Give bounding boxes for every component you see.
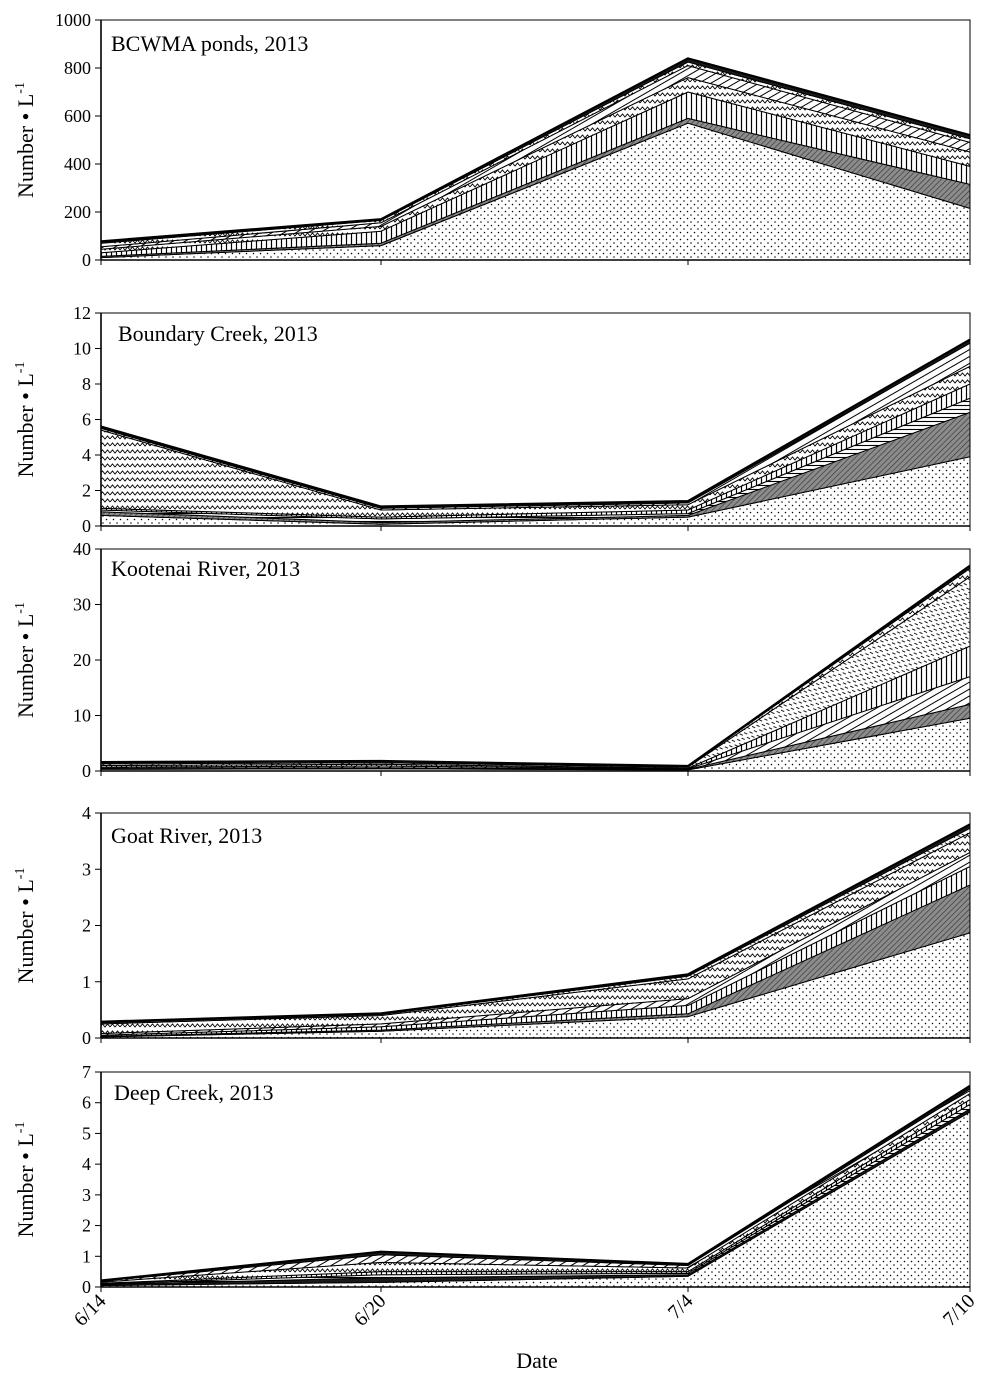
y-axis-label-main: Number • L <box>13 373 38 477</box>
chart-panel-5: 0 1 2 3 4 5 6 7 Deep Creek, 2013 Number • L-1 <box>13 1062 971 1297</box>
y-axis-label-superscript: -1 <box>13 602 28 614</box>
x-tick-label: 7/10 <box>939 1290 980 1331</box>
stack-top-outline <box>101 1084 970 1282</box>
y-tick-label: 400 <box>64 154 91 174</box>
y-tick-label: 6 <box>82 1093 91 1113</box>
y-tick-label: 200 <box>64 202 91 222</box>
y-tick-label: 600 <box>64 106 91 126</box>
stack-top-outline <box>101 338 970 508</box>
area-layers <box>101 823 970 1038</box>
y-tick-label: 4 <box>82 803 91 823</box>
y-tick-label: 2 <box>82 481 91 501</box>
y-tick-label: 1 <box>82 972 91 992</box>
y-tick-label: 5 <box>82 1123 91 1143</box>
stack-top-outline <box>101 564 970 768</box>
y-axis-label-main: Number • L <box>13 94 38 198</box>
y-tick-label: 4 <box>82 1154 91 1174</box>
x-tick-label: 6/20 <box>350 1290 391 1331</box>
y-tick-label: 0 <box>82 516 91 536</box>
y-axis-label-superscript: -1 <box>13 868 28 880</box>
y-tick-label: 3 <box>82 859 91 879</box>
y-axis-label: Number • L-1 <box>13 868 38 984</box>
x-tick-label: 6/14 <box>70 1290 111 1331</box>
y-tick-label: 6 <box>82 410 91 430</box>
y-axis-label: Number • L-1 <box>13 82 38 198</box>
y-axis-label-main: Number • L <box>13 879 38 983</box>
panel-title: Kootenai River, 2013 <box>111 556 300 581</box>
y-axis-label: Number • L-1 <box>13 602 38 718</box>
y-tick-label: 2 <box>82 1216 91 1236</box>
chart-panel-2: 0 2 4 6 8 10 12 Boundary Creek, 2013 Number • L-… <box>13 303 971 536</box>
area-layers <box>101 1084 970 1287</box>
x-tick-label: 7/4 <box>664 1290 698 1324</box>
y-tick-label: 0 <box>82 1277 91 1297</box>
area-layers <box>101 338 970 526</box>
panel-title: Deep Creek, 2013 <box>114 1080 273 1105</box>
y-tick-label: 20 <box>73 650 91 670</box>
y-axis-label: Number • L-1 <box>13 362 38 478</box>
y-tick-label: 4 <box>82 445 91 465</box>
y-tick-label: 800 <box>64 58 91 78</box>
y-axis-label-main: Number • L <box>13 1133 38 1237</box>
y-tick-label: 7 <box>82 1062 91 1082</box>
y-tick-label: 0 <box>82 250 91 270</box>
area-layers <box>101 57 970 260</box>
y-axis-label-superscript: -1 <box>13 82 28 94</box>
y-tick-label: 30 <box>73 595 91 615</box>
chart-panel-4: 0 1 2 3 4 Goat River, 2013 Number • L-1 <box>13 803 971 1048</box>
x-axis-title: Date <box>516 1348 558 1373</box>
y-tick-label: 1000 <box>55 10 91 30</box>
y-tick-label: 0 <box>82 761 91 781</box>
y-tick-label: 40 <box>73 539 91 559</box>
y-tick-label: 0 <box>82 1028 91 1048</box>
y-tick-label: 2 <box>82 916 91 936</box>
y-axis-label-superscript: -1 <box>13 362 28 374</box>
y-tick-label: 12 <box>73 303 91 323</box>
panel-title: Boundary Creek, 2013 <box>118 321 318 346</box>
stack-top-outline <box>101 57 970 243</box>
chart-panel-3: 0 10 20 30 40 Kootenai River, 2013 Number • L-… <box>13 539 971 781</box>
y-tick-label: 8 <box>82 374 91 394</box>
y-axis-label-superscript: -1 <box>13 1122 28 1134</box>
y-tick-label: 10 <box>73 339 91 359</box>
y-axis-label-main: Number • L <box>13 614 38 718</box>
chart-panel-1: 0 200 400 600 800 1000 BCWMA ponds, 2013 Number… <box>13 10 971 270</box>
y-tick-label: 3 <box>82 1185 91 1205</box>
panel-title: Goat River, 2013 <box>111 823 262 848</box>
stack-top-outline <box>101 823 970 1023</box>
y-tick-label: 10 <box>73 706 91 726</box>
y-axis-label: Number • L-1 <box>13 1122 38 1238</box>
area-layers <box>101 564 970 771</box>
y-tick-label: 1 <box>82 1246 91 1266</box>
panel-title: BCWMA ponds, 2013 <box>111 31 308 56</box>
